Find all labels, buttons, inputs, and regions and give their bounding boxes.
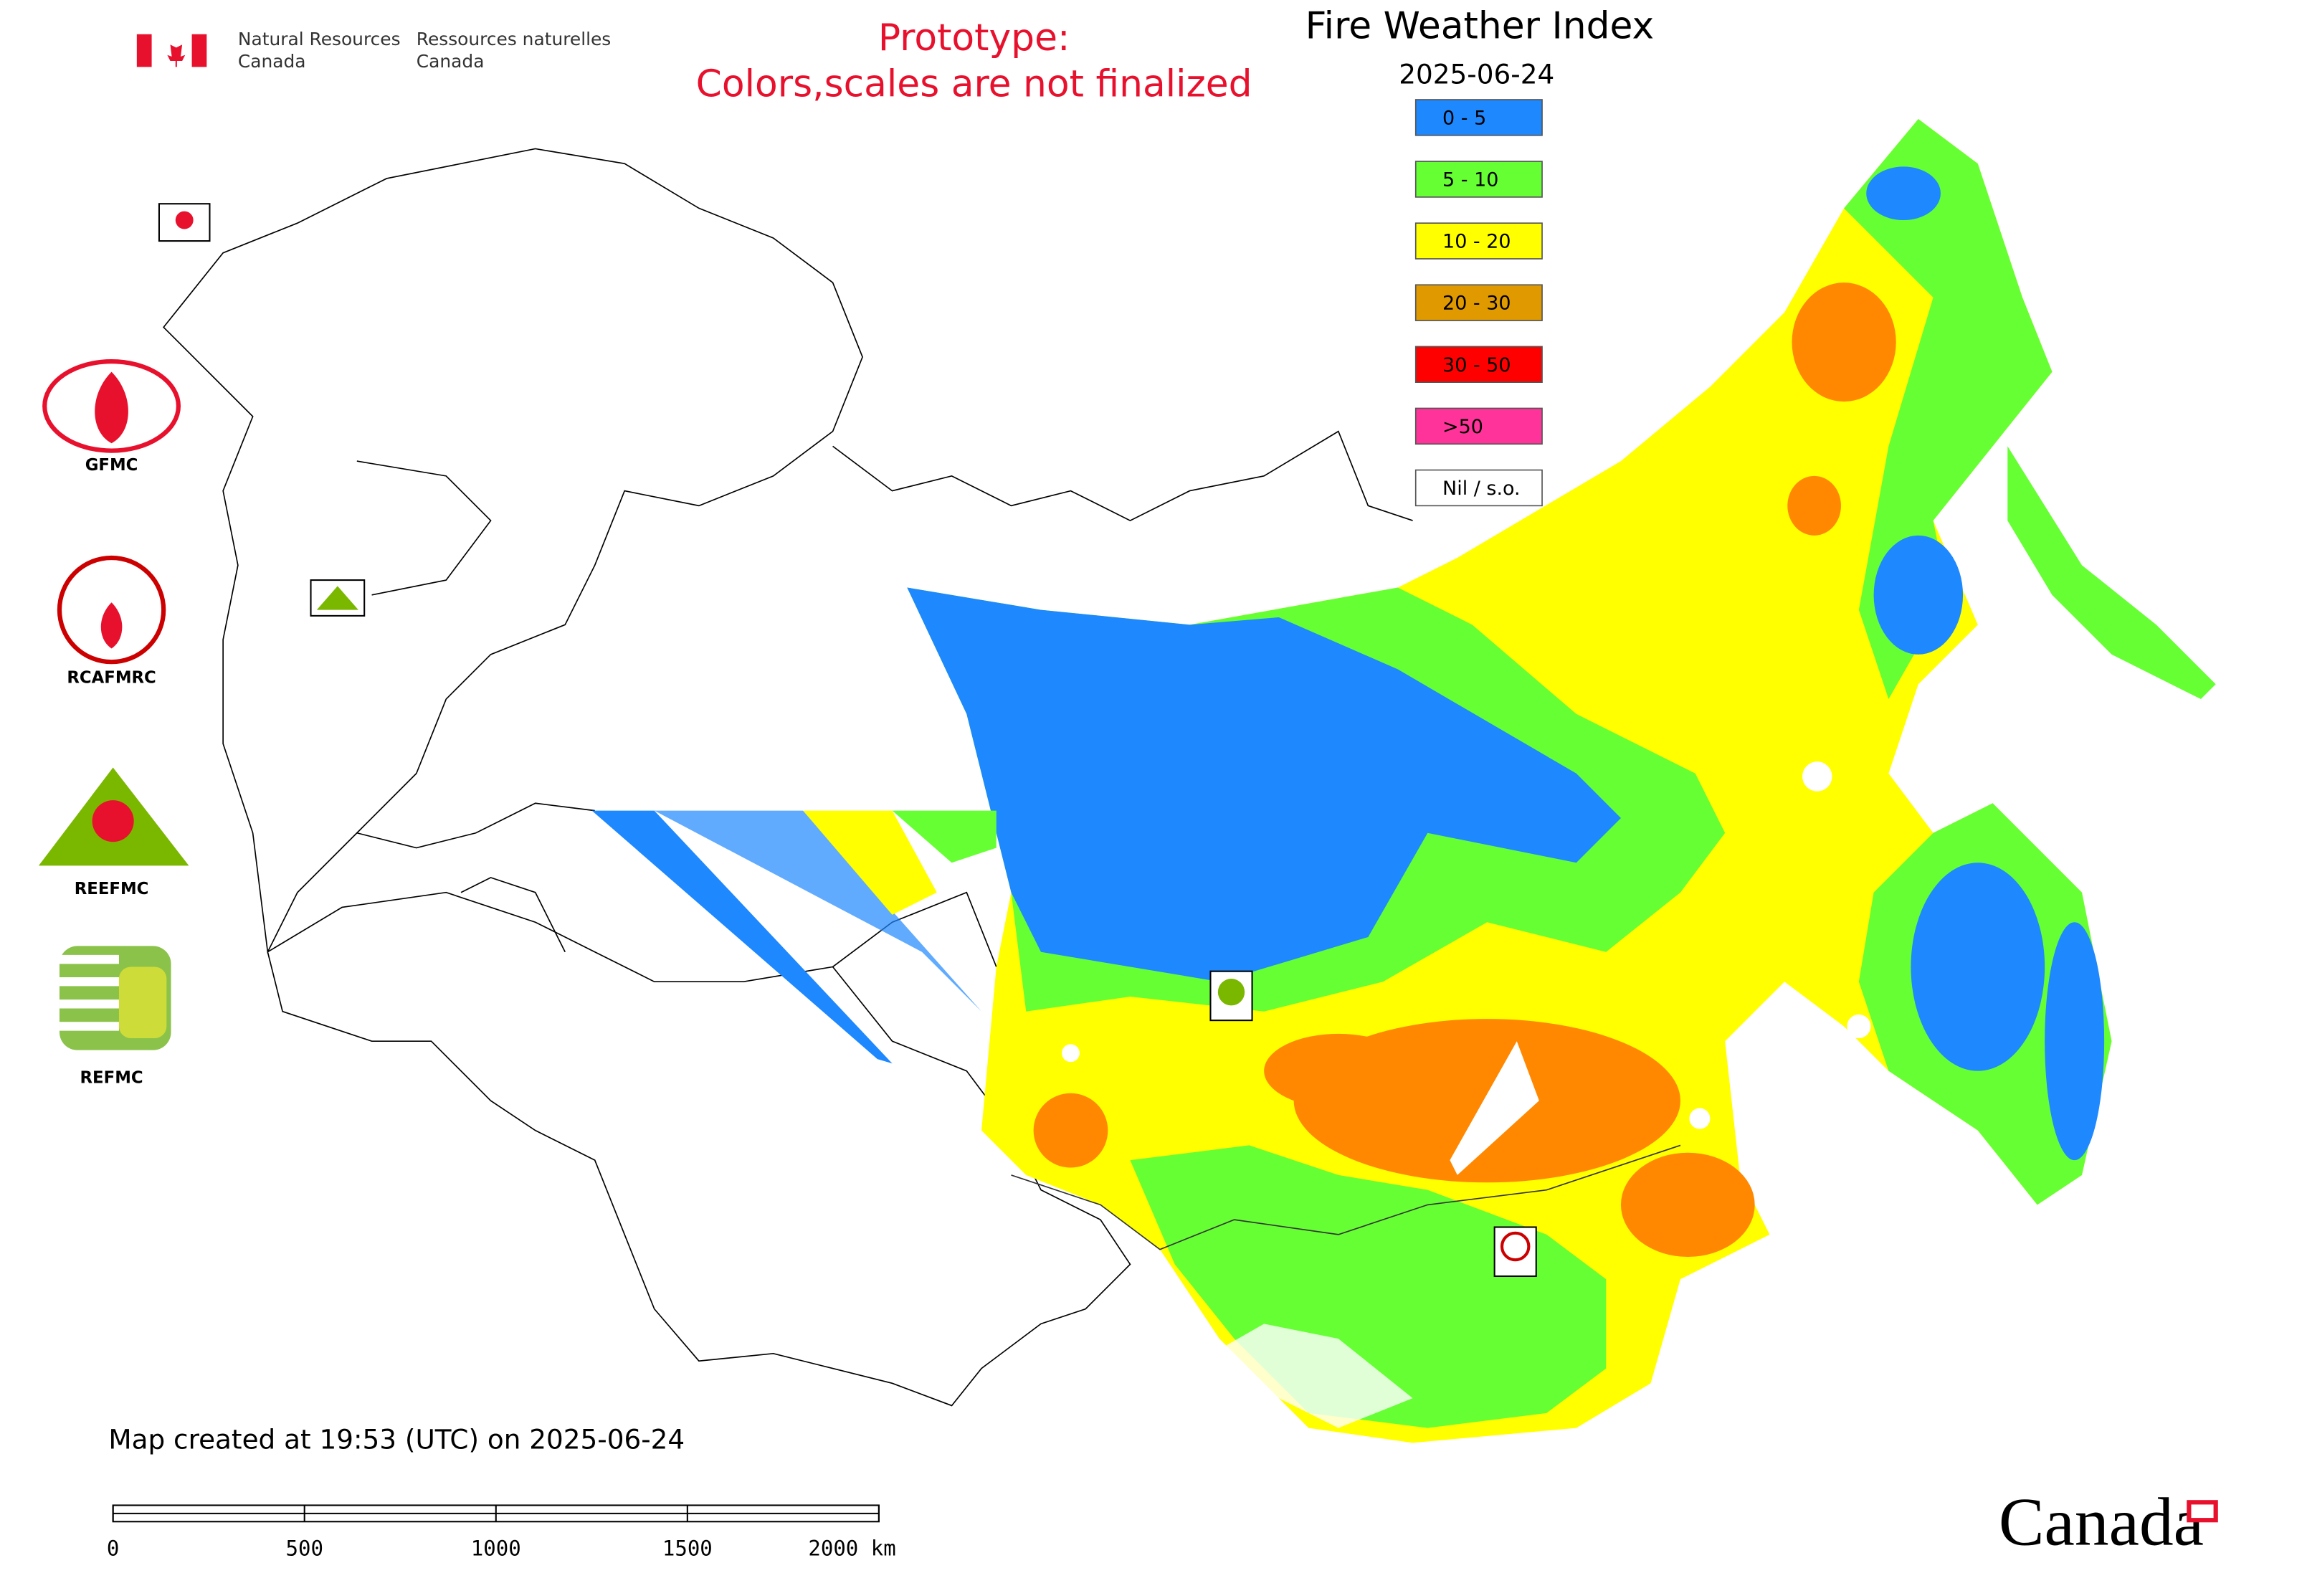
flag-bar: [191, 34, 207, 67]
country-outlines: [163, 148, 1413, 1407]
border: [356, 460, 492, 596]
flag-bar: [136, 34, 152, 67]
scale-label: 1500: [662, 1536, 713, 1561]
marker-icon: [175, 211, 194, 229]
prototype-note: Prototype:: [878, 16, 1070, 60]
scale-label: 2000 km: [808, 1536, 895, 1561]
logo-flame: [92, 800, 134, 842]
org-name: Ressources naturelles: [417, 29, 611, 49]
centre-marker: [158, 203, 211, 242]
partner-label: RCAFMRC: [67, 668, 156, 687]
fwi-zone: [1033, 1093, 1108, 1168]
nil-spot: [1689, 1108, 1711, 1129]
country: [267, 891, 1131, 1407]
legend-swatch: [1414, 222, 1543, 260]
centre-markers: [158, 203, 1537, 1278]
fwi-zone: [1866, 166, 1941, 221]
logo-stripes: [59, 954, 119, 1031]
legend-swatch: [1414, 346, 1543, 383]
fwi-zone: [2045, 922, 2105, 1161]
scale-label: 500: [285, 1536, 323, 1561]
artefact-stripe: [591, 810, 893, 1064]
scale-label: 0: [107, 1536, 119, 1561]
fwi-zone: [907, 587, 1621, 982]
nil-spot: [1062, 1044, 1080, 1063]
gfmc-logo: [42, 359, 181, 453]
legend: 0 - 5 5 - 10 10 - 20 20 - 30 30 - 50 >50 Nil /…: [1414, 99, 1543, 507]
fwi-zone: [1620, 1152, 1755, 1258]
scale-bar: 0 500 1000 1500 2000 km: [107, 1504, 896, 1561]
logo-panel: [118, 966, 167, 1039]
wordmark-flag: [2187, 1500, 2218, 1523]
legend-label: Nil / s.o.: [1442, 478, 1521, 500]
map-date: 2025-06-24: [1399, 58, 1554, 90]
logo-flame: [100, 602, 123, 649]
nil-spot: [1847, 1014, 1871, 1039]
border: [1011, 1144, 1681, 1250]
fwi-zone: [1873, 535, 1964, 655]
artefact-stripe: [803, 810, 937, 915]
marker-icon: [1500, 1231, 1531, 1262]
legend-label: 30 - 50: [1442, 354, 1511, 376]
scale-label: 1000: [471, 1536, 521, 1561]
legend-label: 5 - 10: [1442, 169, 1498, 191]
fwi-zone: [1792, 282, 1896, 402]
fwi-zone: [1130, 1145, 1607, 1428]
fwi-zone: [1264, 1033, 1413, 1108]
legend-swatch: [1414, 99, 1543, 136]
partner-label: GFMC: [85, 456, 138, 475]
logo-flame: [95, 371, 128, 444]
lake-baikal: [1450, 1041, 1539, 1175]
partner-label: REFMC: [80, 1069, 143, 1088]
legend-swatch: [1414, 469, 1543, 507]
partner-labels: GFMC RCAFMRC REEFMC REFMC: [67, 456, 156, 1088]
fwi-surface: [591, 118, 2216, 1443]
org-name: Canada: [417, 51, 485, 72]
artefact-stripe: [892, 810, 997, 863]
border: [832, 891, 997, 968]
country: [163, 148, 863, 954]
canada-wordmark: Canada: [1999, 1484, 2204, 1560]
marker-icon: [1217, 979, 1245, 1006]
fwi-zone: [2007, 446, 2216, 700]
prototype-note: Colors,scales are not finalized: [696, 62, 1252, 105]
nil-patch: [1212, 1324, 1413, 1428]
legend-label: 10 - 20: [1442, 231, 1511, 253]
legend-swatch: [1414, 284, 1543, 321]
coastline: [832, 430, 1413, 522]
legend-label: >50: [1442, 416, 1483, 438]
legend-label: 0 - 5: [1442, 107, 1486, 129]
partner-label: REEFMC: [75, 880, 149, 898]
org-name: Canada: [238, 51, 306, 72]
marker-icon: [316, 586, 358, 610]
creation-note: Map created at 19:53 (UTC) on 2025-06-24: [108, 1424, 685, 1455]
fwi-zone: [1787, 475, 1841, 536]
nil-spot: [1802, 761, 1832, 792]
partner-logos: GFMC RCAFMRC REEFMC REFMC: [38, 359, 189, 1088]
border: [356, 802, 595, 849]
border: [460, 877, 566, 953]
org-name: Natural Resources: [238, 29, 401, 49]
legend-swatch: [1414, 161, 1543, 198]
fwi-zone: [1911, 863, 2045, 1071]
legend-swatch: [1414, 407, 1543, 445]
nrcan-signature: Natural Resources Canada Ressources natu…: [136, 29, 611, 72]
map-title: Fire Weather Index: [1305, 4, 1655, 47]
artefact-stripe: [654, 810, 982, 1012]
maple-leaf: [167, 38, 186, 67]
legend-label: 20 - 30: [1442, 293, 1511, 315]
